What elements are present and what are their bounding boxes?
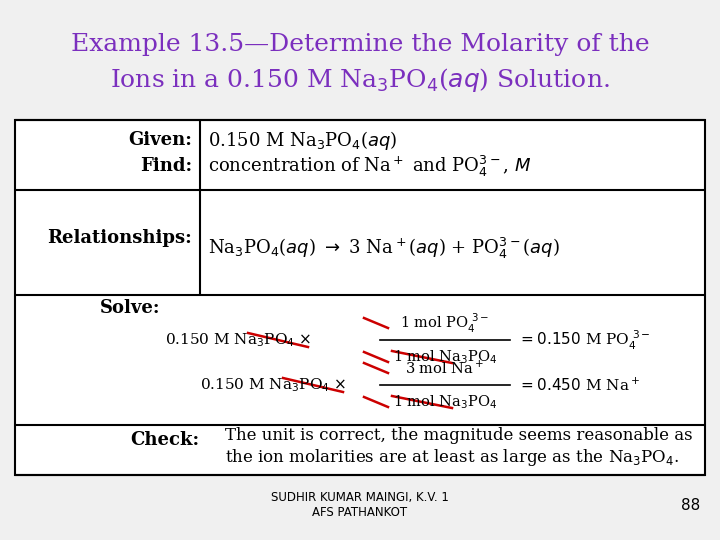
Text: Solve:: Solve:: [100, 299, 161, 317]
Text: concentration of Na$^+$ and PO$_4^{3-}$, $M$: concentration of Na$^+$ and PO$_4^{3-}$,…: [208, 153, 531, 179]
Text: 1 mol Na$_3$PO$_4$: 1 mol Na$_3$PO$_4$: [392, 393, 498, 411]
Text: the ion molarities are at least as large as the Na$_3$PO$_4$.: the ion molarities are at least as large…: [225, 447, 679, 468]
Text: Given:: Given:: [128, 131, 192, 149]
Text: 0.150 M Na$_3$PO$_4$($aq$): 0.150 M Na$_3$PO$_4$($aq$): [208, 129, 397, 152]
Text: Relationships:: Relationships:: [48, 229, 192, 247]
Text: 1 mol PO$_4^{\ 3-}$: 1 mol PO$_4^{\ 3-}$: [400, 312, 490, 335]
Text: SUDHIR KUMAR MAINGI, K.V. 1: SUDHIR KUMAR MAINGI, K.V. 1: [271, 491, 449, 504]
Text: $= 0.450$ M Na$^+$: $= 0.450$ M Na$^+$: [518, 376, 640, 394]
Text: Example 13.5—Determine the Molarity of the: Example 13.5—Determine the Molarity of t…: [71, 33, 649, 57]
Text: The unit is correct, the magnitude seems reasonable as: The unit is correct, the magnitude seems…: [225, 427, 693, 443]
Text: $= 0.150$ M PO$_4^{\ 3-}$: $= 0.150$ M PO$_4^{\ 3-}$: [518, 328, 651, 352]
Text: 1 mol Na$_3$PO$_4$: 1 mol Na$_3$PO$_4$: [392, 348, 498, 366]
Text: 0.150 M Na$_3$PO$_4$ $\times$: 0.150 M Na$_3$PO$_4$ $\times$: [165, 331, 312, 349]
Text: Find:: Find:: [140, 157, 192, 175]
Text: Check:: Check:: [130, 431, 199, 449]
Text: 3 mol Na$^+$: 3 mol Na$^+$: [405, 359, 485, 377]
Text: Na$_3$PO$_4$($aq$) $\rightarrow$ 3 Na$^+$($aq$) + PO$_4^{3-}$($aq$): Na$_3$PO$_4$($aq$) $\rightarrow$ 3 Na$^+…: [208, 235, 559, 261]
Text: Ions in a 0.150 M Na$_3$PO$_4$($aq$) Solution.: Ions in a 0.150 M Na$_3$PO$_4$($aq$) Sol…: [110, 66, 610, 94]
Text: 88: 88: [680, 497, 700, 512]
Text: 0.150 M Na$_3$PO$_4$ $\times$: 0.150 M Na$_3$PO$_4$ $\times$: [200, 376, 346, 394]
FancyBboxPatch shape: [15, 120, 705, 475]
Text: AFS PATHANKOT: AFS PATHANKOT: [312, 505, 408, 518]
